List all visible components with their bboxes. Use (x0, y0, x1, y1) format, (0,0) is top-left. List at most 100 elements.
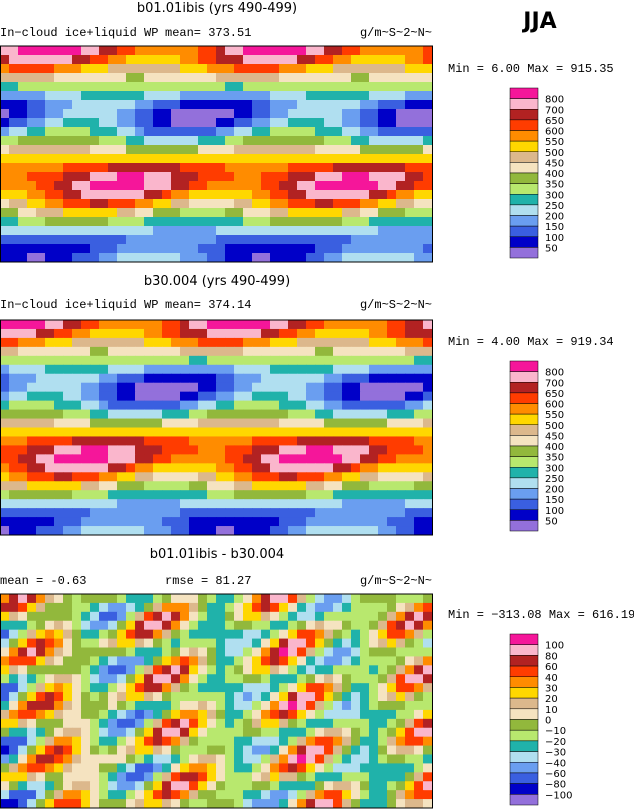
map-cell (27, 427, 37, 437)
map-cell (144, 674, 154, 684)
map-cell (81, 382, 91, 393)
map-cell (288, 674, 298, 684)
map-cell (72, 620, 82, 631)
map-cell (360, 328, 370, 339)
map-cell (378, 154, 388, 164)
map-cell (171, 409, 181, 420)
map-cell (315, 736, 325, 747)
map-cell (315, 602, 325, 613)
map-cell (0, 499, 10, 509)
map-cell (306, 73, 316, 83)
map-cell (306, 181, 316, 191)
map-cell (153, 674, 163, 684)
map-cell (279, 692, 289, 702)
map-cell (126, 253, 136, 263)
map-cell (45, 109, 55, 119)
map-cell (27, 64, 37, 74)
map-cell (171, 727, 181, 738)
map-cell (198, 781, 208, 791)
map-cell (324, 674, 334, 684)
map-cell (216, 91, 226, 101)
map-cell (243, 145, 253, 155)
map-cell (351, 320, 361, 330)
map-cell (9, 638, 19, 648)
map-cell (207, 526, 217, 536)
map-cell (351, 391, 361, 402)
colorbar-box (509, 740, 539, 752)
map-cell (360, 445, 370, 455)
map-cell (243, 427, 253, 437)
map-cell (153, 355, 163, 366)
colorbar-box (509, 665, 539, 677)
map-cell (261, 346, 271, 357)
map-cell (126, 602, 136, 613)
map-cell (252, 629, 262, 640)
map-cell (72, 217, 82, 227)
map-cell (45, 647, 55, 657)
map-cell (423, 145, 433, 155)
colorbar-label: 10 (545, 705, 558, 716)
map-cell (72, 718, 82, 729)
map-cell (225, 55, 235, 65)
map-cell (198, 709, 208, 720)
map-cell (72, 244, 82, 254)
colorbar-label: 100 (545, 233, 564, 244)
map-cell (270, 629, 280, 640)
map-cell (81, 763, 91, 773)
map-cell (207, 100, 217, 110)
map-cell (27, 594, 37, 604)
map-cell (72, 727, 82, 738)
map-cell (423, 418, 433, 428)
map-cell (288, 665, 298, 675)
map-cell (405, 692, 415, 702)
map-cell (171, 656, 181, 666)
map-cell (126, 118, 136, 128)
map-cell (0, 481, 10, 491)
map-cell (387, 337, 397, 348)
map-cell (54, 445, 64, 455)
map-cell (387, 692, 397, 702)
map-cell (63, 790, 73, 800)
map-cell (189, 55, 199, 65)
map-cell (180, 799, 190, 809)
map-cell (27, 163, 37, 173)
map-cell (315, 499, 325, 509)
map-cell (198, 46, 208, 56)
map-cell (198, 736, 208, 747)
map-cell (423, 745, 433, 755)
map-cell (54, 799, 64, 809)
map-cell (342, 799, 352, 809)
map-cell (144, 517, 154, 527)
map-cell (270, 346, 280, 357)
map-cell (288, 638, 298, 648)
map-cell (243, 727, 253, 738)
map-cell (117, 391, 127, 402)
map-cell (63, 208, 73, 218)
map-cell (171, 674, 181, 684)
map-cell (18, 656, 28, 666)
map-cell (387, 745, 397, 755)
map-cell (360, 190, 370, 200)
map-cell (153, 109, 163, 119)
map-cell (288, 55, 298, 65)
map-cell (36, 490, 46, 500)
map-cell (198, 64, 208, 74)
map-cell (414, 55, 424, 65)
map-cell (117, 364, 127, 375)
map-cell (0, 244, 10, 254)
map-cell (36, 172, 46, 182)
map-cell (54, 337, 64, 348)
map-cell (288, 391, 298, 402)
map-cell (360, 118, 370, 128)
map-cell (153, 499, 163, 509)
map-cell (171, 91, 181, 101)
map-cell (306, 355, 316, 366)
map-cell (117, 226, 127, 236)
map-cell (234, 400, 244, 411)
map-cell (315, 46, 325, 56)
map-cell (297, 154, 307, 164)
map-cell (225, 772, 235, 782)
map-cell (162, 683, 172, 693)
map-cell (387, 517, 397, 527)
map-cell (306, 91, 316, 101)
